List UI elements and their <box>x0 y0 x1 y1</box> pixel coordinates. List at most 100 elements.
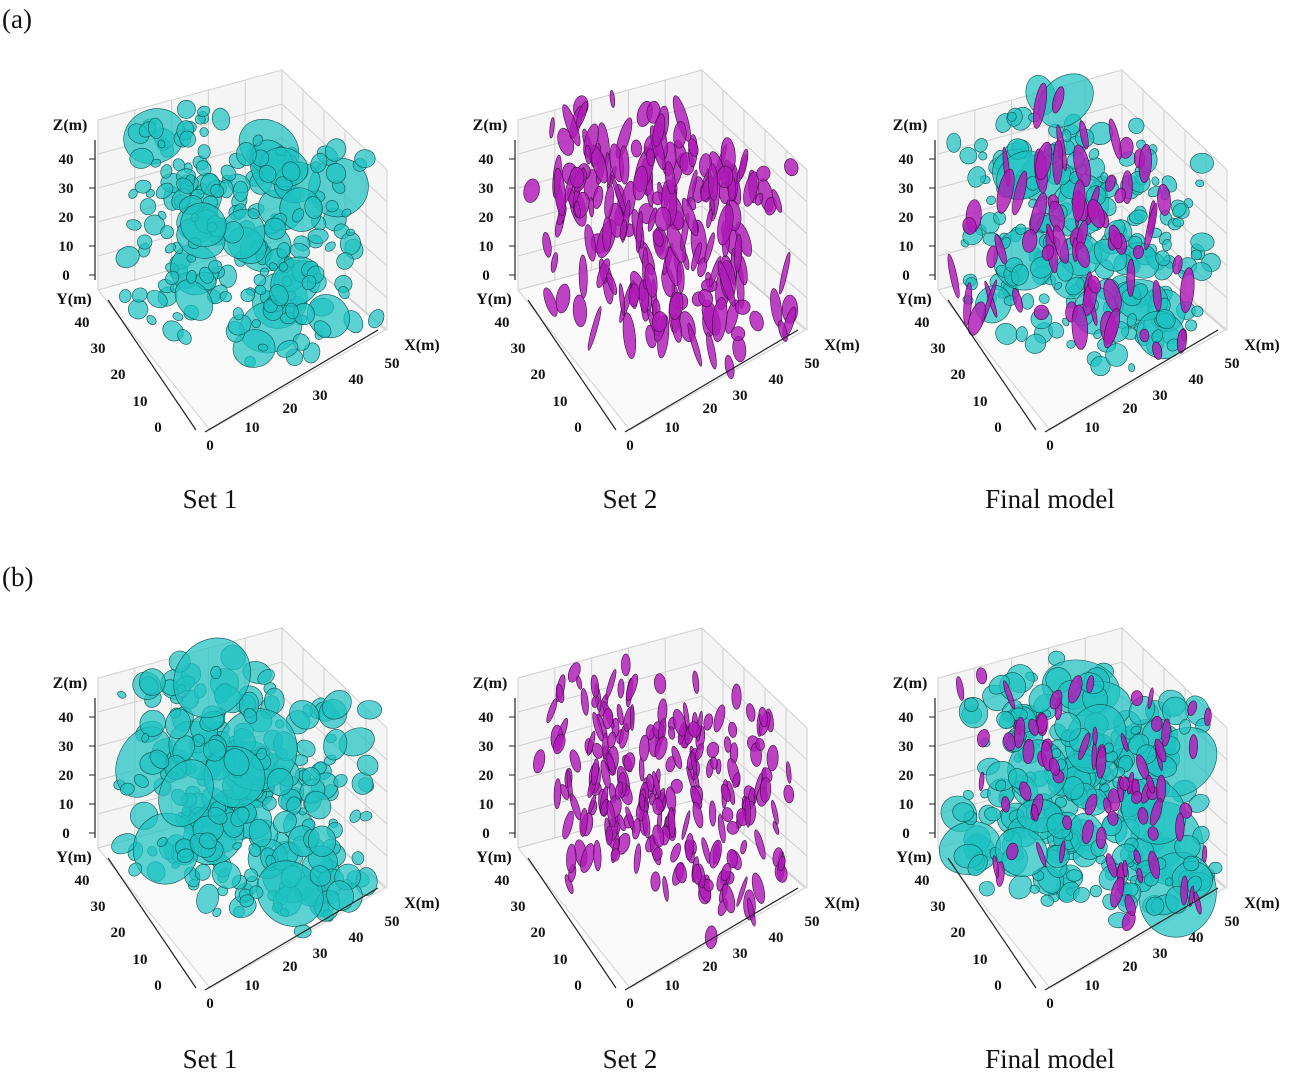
set2-fracture <box>717 204 734 246</box>
x-tick-label: 40 <box>349 930 364 946</box>
set2-fracture <box>956 676 965 701</box>
set2-fracture <box>1204 707 1212 727</box>
set1-fracture <box>995 323 1018 345</box>
set2-fracture <box>1041 244 1055 261</box>
set1-fracture <box>248 843 262 857</box>
set2-fracture <box>1119 776 1130 791</box>
set1-fracture <box>211 861 242 889</box>
set1-fracture <box>304 790 332 820</box>
fracture-cloud <box>115 99 385 368</box>
set2-fracture <box>1179 267 1195 314</box>
set2-fracture <box>1172 255 1183 275</box>
set2-fracture <box>633 843 641 874</box>
set1-fracture <box>276 242 291 259</box>
x-tick-label: 40 <box>1189 930 1204 946</box>
x-axis-line <box>624 887 799 991</box>
set1-fracture <box>1155 250 1171 267</box>
set2-fracture <box>639 734 650 762</box>
set2-fracture <box>754 829 766 860</box>
set2-fracture <box>740 840 747 855</box>
set2-fracture <box>978 771 985 792</box>
set1-fracture <box>203 739 226 762</box>
set2-fracture <box>1120 733 1129 752</box>
set2-fracture <box>751 872 765 904</box>
set2-fracture <box>665 756 676 773</box>
set1-fracture <box>1129 209 1148 224</box>
set1-fracture <box>1189 152 1214 174</box>
plot-3d-canvas: 010203040Z(m)010203040Y(m)01020304050X(m… <box>53 626 440 1012</box>
y-axis-title: Y(m) <box>896 291 932 308</box>
set2-fracture <box>771 799 779 825</box>
set2-fracture <box>587 306 602 351</box>
set1-fracture <box>232 307 244 321</box>
y-tick-label: 10 <box>133 394 148 410</box>
x-tick-label: 50 <box>1225 914 1240 930</box>
y-tick-label: 40 <box>915 873 930 889</box>
set2-fracture <box>747 897 756 927</box>
y-axis-title: Y(m) <box>56 849 92 866</box>
set2-fracture <box>731 683 742 710</box>
y-tick-label: 0 <box>994 420 1002 436</box>
fracture-cloud <box>533 653 795 949</box>
set1-fracture <box>292 208 305 223</box>
z-tick-label: 20 <box>59 768 74 784</box>
z-tick-label: 40 <box>59 152 74 168</box>
set1-fracture <box>1015 326 1028 342</box>
set2-fracture <box>1136 867 1144 884</box>
set2-fracture <box>771 189 783 213</box>
set1-fracture <box>1155 309 1176 330</box>
set1-fracture <box>1208 861 1223 874</box>
y-tick-label: 0 <box>574 978 582 994</box>
set1-fracture <box>257 343 269 352</box>
set2-fracture <box>591 758 600 786</box>
set2-fracture <box>755 737 765 751</box>
set1-fracture <box>165 708 191 739</box>
set1-fracture <box>1088 148 1100 160</box>
set2-fracture <box>1028 718 1039 736</box>
model-panel: 0 10 20 30 40 Z(m) 0 10 20 30 40 Y(m) 0 10 20 30 40 50 X(m… <box>840 0 1280 480</box>
set2-fracture <box>754 192 764 206</box>
set1-fracture <box>254 284 267 295</box>
set2-fracture <box>1122 860 1128 878</box>
z-tick-label: 0 <box>62 268 70 284</box>
set2-fracture <box>1036 841 1047 868</box>
set1-fracture <box>212 907 222 918</box>
set2-fracture <box>1161 718 1171 747</box>
set2-fracture <box>734 299 751 315</box>
set2-fracture <box>1148 850 1160 880</box>
set1-fracture <box>1062 776 1085 800</box>
set2-fracture <box>1137 807 1149 825</box>
set1-fracture <box>251 319 261 329</box>
set1-fracture <box>165 270 180 286</box>
set2-fracture <box>724 355 735 379</box>
set2-fracture <box>1003 680 1016 710</box>
z-tick-label: 0 <box>482 826 490 842</box>
set2-fracture <box>1126 258 1136 297</box>
x-axis-title: X(m) <box>824 337 860 354</box>
set2-fracture <box>543 287 558 317</box>
set2-fracture <box>745 703 756 722</box>
set2-fracture <box>1202 845 1208 863</box>
set1-fracture <box>232 842 242 850</box>
set2-fracture <box>646 100 661 124</box>
set2-fracture <box>1091 741 1097 771</box>
set2-fracture <box>592 711 604 742</box>
set2-fracture <box>575 101 588 128</box>
x-axis-line <box>624 329 799 433</box>
set2-fracture <box>644 263 658 298</box>
set2-fracture <box>533 749 546 774</box>
set2-fracture <box>706 332 717 370</box>
set2-fracture <box>962 217 977 235</box>
set1-fracture <box>304 196 323 219</box>
set2-fracture <box>1033 304 1049 321</box>
set2-fracture <box>580 843 595 873</box>
set1-fracture <box>1131 283 1148 300</box>
y-tick-label: 40 <box>75 873 90 889</box>
set2-fracture <box>1073 144 1091 187</box>
set2-fracture <box>584 224 596 262</box>
y-tick-label: 30 <box>931 341 946 357</box>
set2-fracture <box>778 320 788 342</box>
set1-fracture <box>219 291 232 303</box>
y-tick-label: 40 <box>75 315 90 331</box>
z-axis-title: Z(m) <box>473 117 508 134</box>
